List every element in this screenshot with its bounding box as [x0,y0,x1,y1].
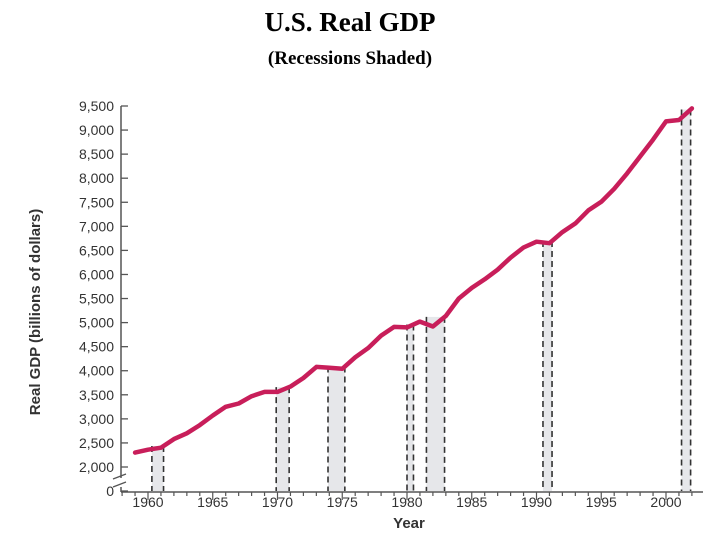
x-tick-label: 1965 [197,494,228,510]
x-tick-label: 1985 [456,494,487,510]
x-tick-label: 1970 [262,494,293,510]
x-tick-label: 1995 [586,494,617,510]
y-tick-label: 7,500 [79,194,114,210]
y-tick-label: 5,000 [79,315,114,331]
x-tick-label: 1975 [327,494,358,510]
y-tick-label: 0 [106,483,114,499]
x-axis-ticks: 1960 1965 1970 1975 1980 1985 1990 1995 2000 [121,492,693,510]
y-tick-label: 5,500 [79,291,114,307]
x-tick-label: 1960 [132,494,163,510]
y-tick-label: 7,000 [79,218,114,234]
recession-band [151,446,164,491]
y-tick-label: 8,000 [79,170,114,186]
y-tick-label: 6,000 [79,266,114,282]
y-tick-label: 9,000 [79,122,114,138]
chart-title: U.S. Real GDP [264,7,436,37]
y-tick-label: 2,000 [79,459,114,475]
y-tick-label: 8,500 [79,146,114,162]
series-lines [132,106,695,455]
y-axis-ticks: 0 2,000 2,500 3,000 3,500 4,000 4,500 5,000 5,50… [79,98,128,499]
recession-band [542,240,553,491]
recession-band [328,366,345,491]
recession-band [276,387,290,491]
y-tick-label: 4,500 [79,339,114,355]
y-tick-label: 4,000 [79,363,114,379]
gdp-series-line [132,106,695,455]
y-tick-label: 6,500 [79,242,114,258]
recession-band [681,109,691,492]
y-tick-label: 9,500 [79,98,114,114]
y-tick-label: 3,500 [79,387,114,403]
x-tick-label: 2000 [650,494,681,510]
x-tick-label: 1980 [391,494,422,510]
x-axis-label: Year [393,515,425,532]
y-axis-label: Real GDP (billions of dollars) [27,209,44,415]
recession-band [426,316,445,491]
x-tick-label: 1990 [521,494,552,510]
y-tick-label: 3,000 [79,411,114,427]
chart-subtitle: (Recessions Shaded) [267,47,433,69]
recession-shades [151,109,692,492]
y-tick-label: 2,500 [79,435,114,451]
recession-band [407,324,414,491]
axis-break-mark [112,473,127,488]
title-block: U.S. Real GDP (Recessions Shaded) [0,0,700,70]
